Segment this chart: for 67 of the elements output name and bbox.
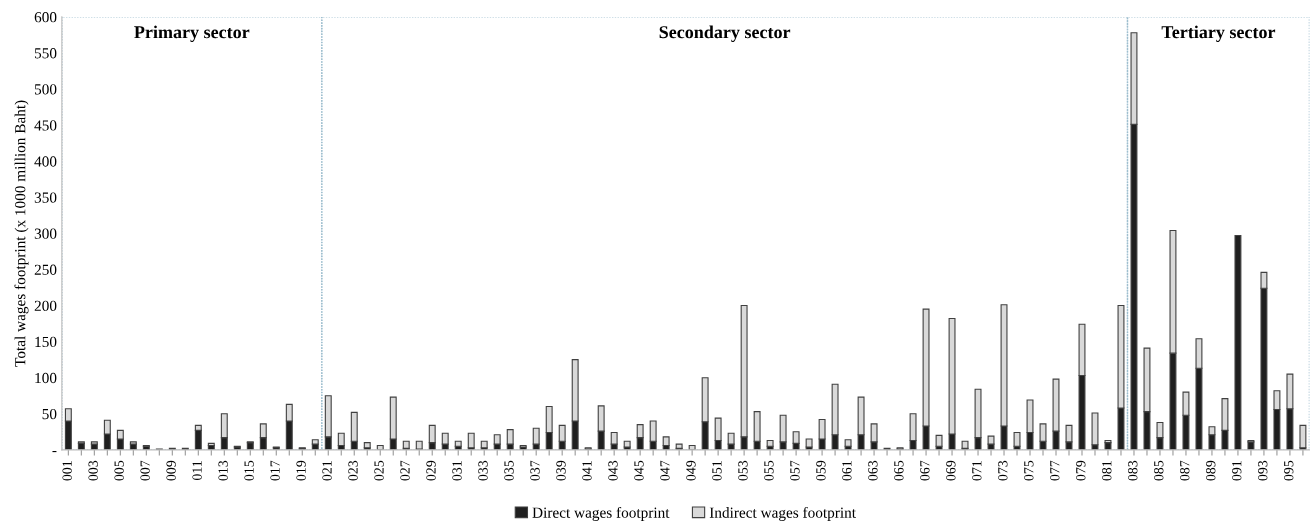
x-tick-label: 071 <box>972 461 982 481</box>
x-tick-label: 021 <box>322 461 332 481</box>
x-tick-label: 037 <box>530 460 540 481</box>
x-tick-label: 013 <box>218 460 228 481</box>
x-tick-label: 039 <box>556 460 566 481</box>
x-tick-label: 087 <box>1180 460 1190 481</box>
x-tick-label: 007 <box>140 460 150 481</box>
legend-label: Direct wages footprint <box>532 506 670 521</box>
x-tick-label: 045 <box>634 460 644 481</box>
x-tick-label: 015 <box>244 460 254 481</box>
x-tick-label: 089 <box>1206 460 1216 481</box>
x-tick-label: 055 <box>764 460 774 481</box>
x-tick-label: 049 <box>686 460 696 481</box>
x-tick-label: 065 <box>894 460 904 481</box>
x-tick-label: 067 <box>920 460 930 481</box>
x-tick-label: 081 <box>1102 461 1112 481</box>
y-tick-label: - <box>52 450 57 453</box>
x-tick-label: 085 <box>1154 460 1164 481</box>
y-tick-label: 550 <box>34 48 57 59</box>
x-tick-label: 019 <box>296 460 306 481</box>
x-tick-label: 083 <box>1128 460 1138 481</box>
x-tick-label: 023 <box>348 460 358 481</box>
y-tick-label: 600 <box>34 12 57 23</box>
y-axis-title: Total wages footprint (x 1000 million Baht) <box>14 100 29 367</box>
x-tick-label: 091 <box>1232 461 1242 481</box>
x-tick-label: 025 <box>374 460 384 481</box>
x-tick-label: 059 <box>816 460 826 481</box>
x-tick-label: 093 <box>1258 460 1268 481</box>
y-tick-label: 300 <box>34 228 57 239</box>
x-tick-label: 043 <box>608 460 618 481</box>
y-tick-label: 350 <box>34 192 57 203</box>
y-tick-label: 400 <box>34 156 57 167</box>
y-tick-label: 450 <box>34 120 57 131</box>
y-tick-label: 50 <box>42 408 57 420</box>
x-tick-label: 073 <box>998 460 1008 481</box>
annotation: Secondary sector <box>659 25 791 42</box>
y-tick-label: 200 <box>34 300 57 311</box>
x-tick-label: 063 <box>868 460 878 481</box>
x-tick-label: 033 <box>478 460 488 481</box>
y-tick-label: 500 <box>34 84 57 95</box>
x-tick-label: 041 <box>582 461 592 481</box>
annotation: Primary sector <box>134 25 250 42</box>
x-tick-label: 009 <box>166 460 176 481</box>
y-tick-label: 150 <box>35 336 57 348</box>
x-tick-label: 051 <box>712 461 722 481</box>
x-tick-label: 029 <box>426 460 436 481</box>
x-tick-label: 079 <box>1076 460 1086 481</box>
y-tick-label: 100 <box>35 372 57 384</box>
x-tick-label: 005 <box>114 460 124 481</box>
x-tick-label: 035 <box>504 460 514 481</box>
y-tick-label: 250 <box>34 264 57 275</box>
x-tick-label: 027 <box>400 460 410 481</box>
x-tick-label: 003 <box>88 460 98 481</box>
x-tick-label: 069 <box>946 460 956 481</box>
annotation: Tertiary sector <box>1161 25 1276 42</box>
x-tick-label: 077 <box>1050 460 1060 481</box>
legend-label: Indirect wages footprint <box>709 506 856 521</box>
x-tick-label: 075 <box>1024 460 1034 481</box>
x-tick-label: 061 <box>842 461 852 481</box>
x-tick-label: 047 <box>660 460 670 481</box>
x-tick-label: 001 <box>62 461 72 481</box>
x-tick-label: 017 <box>270 460 280 481</box>
x-tick-label: 011 <box>192 461 202 481</box>
x-tick-label: 095 <box>1284 460 1294 481</box>
x-tick-label: 053 <box>738 460 748 481</box>
x-tick-label: 031 <box>452 461 462 481</box>
x-tick-label: 057 <box>790 460 800 481</box>
